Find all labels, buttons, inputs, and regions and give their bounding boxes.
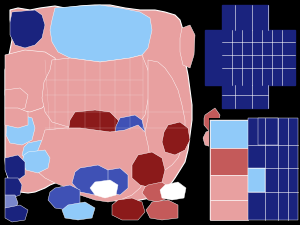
Polygon shape [5,195,18,212]
Polygon shape [146,200,178,220]
Polygon shape [48,185,80,210]
Polygon shape [22,150,50,173]
Polygon shape [115,115,145,150]
Polygon shape [5,155,25,180]
Polygon shape [90,180,118,198]
Polygon shape [143,60,185,172]
Polygon shape [10,10,45,48]
Polygon shape [210,120,248,220]
Polygon shape [258,118,278,145]
Polygon shape [210,200,248,220]
Polygon shape [203,128,220,148]
Polygon shape [5,50,58,112]
Polygon shape [5,178,22,198]
Polygon shape [205,5,295,108]
Polygon shape [5,205,28,222]
Polygon shape [204,4,299,108]
Polygon shape [160,182,186,200]
Polygon shape [62,202,95,220]
Polygon shape [204,108,220,132]
Polygon shape [5,108,28,128]
Polygon shape [68,110,120,155]
Polygon shape [5,88,28,112]
Polygon shape [5,5,192,202]
Polygon shape [112,198,145,220]
Polygon shape [210,148,248,175]
Polygon shape [142,182,170,202]
Polygon shape [42,55,150,132]
Polygon shape [72,165,112,195]
Polygon shape [210,175,248,200]
Polygon shape [35,125,150,202]
Polygon shape [209,118,298,220]
Polygon shape [22,140,48,165]
Polygon shape [248,168,265,192]
Polygon shape [210,120,248,148]
Polygon shape [108,168,128,195]
Polygon shape [180,25,195,68]
Polygon shape [248,118,298,220]
Polygon shape [132,152,165,188]
Polygon shape [50,5,152,62]
Polygon shape [162,122,190,155]
Polygon shape [6,115,35,145]
